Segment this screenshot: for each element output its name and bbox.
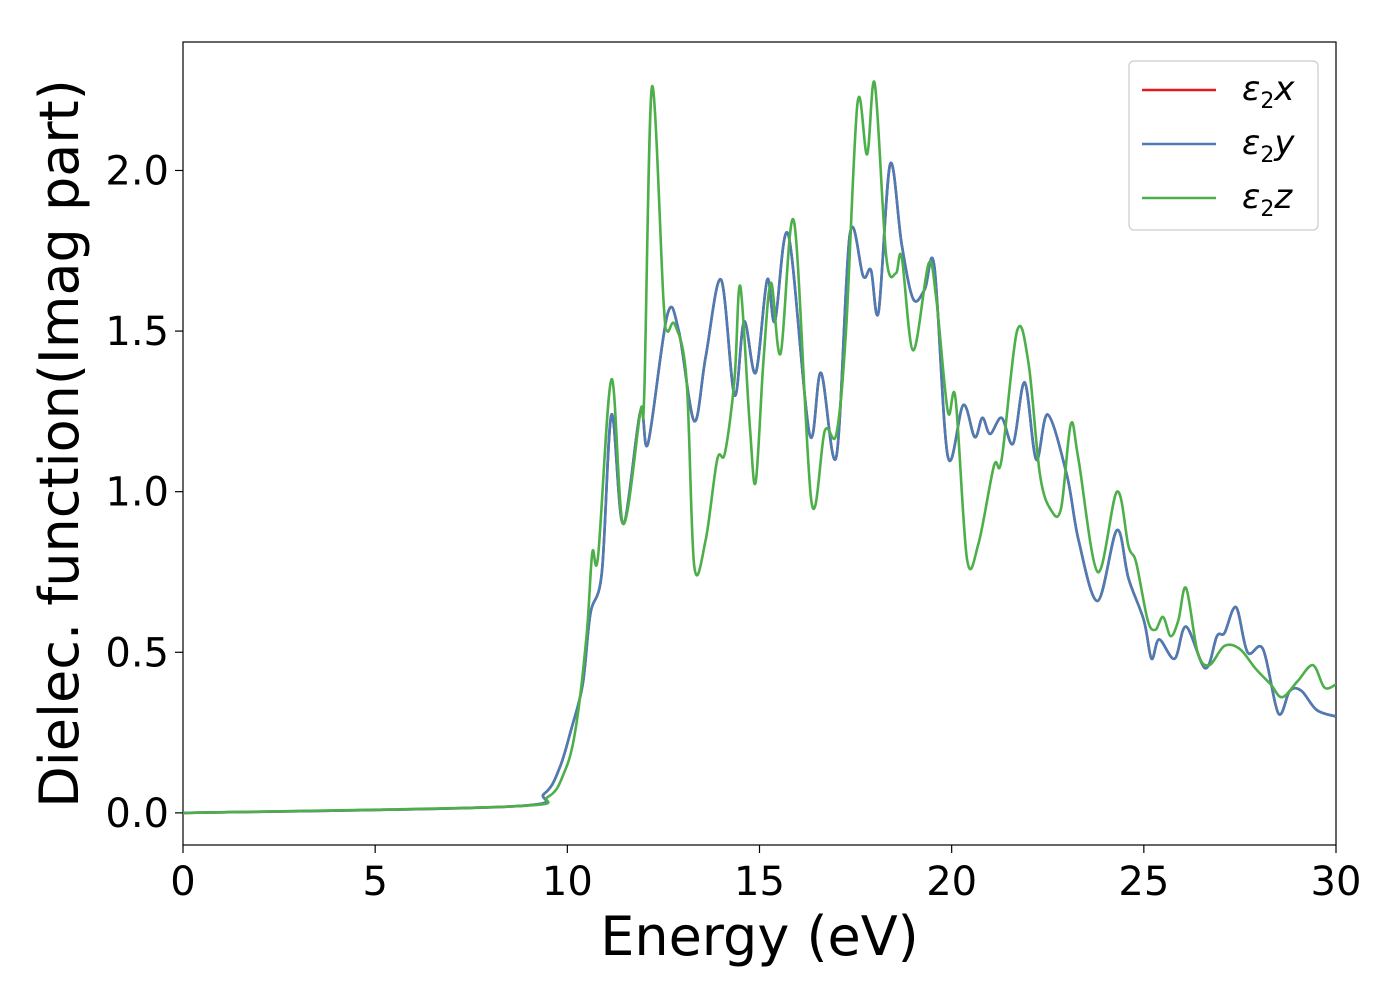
x-tick-label: 0 [170, 859, 195, 905]
legend-subscript: 2 [1260, 143, 1274, 168]
x-tick-label: 10 [542, 859, 593, 905]
legend-variable: z [1273, 177, 1293, 217]
legend-label-z: ε2z [1242, 177, 1293, 222]
legend-entry-z: ε2z [1142, 177, 1293, 222]
legend-variable: x [1273, 69, 1295, 109]
x-axis-ticks: 0 5 10 15 20 25 30 [170, 845, 1361, 905]
legend: ε2x ε2y ε2z [1128, 60, 1319, 231]
legend-subscript: 2 [1260, 197, 1274, 222]
legend-variable: y [1273, 123, 1295, 163]
legend-symbol: ε [1242, 123, 1260, 163]
series-line-x [183, 161, 1336, 815]
legend-label-y: ε2y [1242, 123, 1295, 168]
y-axis-ticks: 0.0 0.5 1.0 1.5 2.0 [105, 148, 183, 837]
series-line-y [183, 161, 1336, 815]
y-tick-label: 0.5 [105, 630, 169, 676]
x-tick-label: 20 [926, 859, 977, 905]
legend-symbol: ε [1242, 69, 1260, 109]
x-tick-label: 5 [362, 859, 387, 905]
legend-box [1128, 60, 1319, 231]
y-tick-label: 1.5 [105, 309, 169, 355]
x-tick-label: 15 [734, 859, 785, 905]
x-tick-label: 30 [1311, 859, 1362, 905]
y-tick-label: 0.0 [105, 791, 169, 837]
legend-entry-x: ε2x [1142, 69, 1295, 114]
y-tick-label: 1.0 [105, 470, 169, 516]
legend-subscript: 2 [1260, 89, 1274, 114]
legend-symbol: ε [1242, 177, 1260, 217]
legend-label-x: ε2x [1242, 69, 1295, 114]
x-tick-label: 25 [1118, 859, 1169, 905]
y-axis-label: Dielec. function(Imag part) [28, 79, 91, 808]
y-tick-label: 2.0 [105, 148, 169, 194]
x-axis-label: Energy (eV) [600, 905, 919, 968]
series-layer [183, 80, 1336, 815]
legend-entry-y: ε2y [1142, 123, 1295, 168]
series-line-z [183, 80, 1336, 815]
